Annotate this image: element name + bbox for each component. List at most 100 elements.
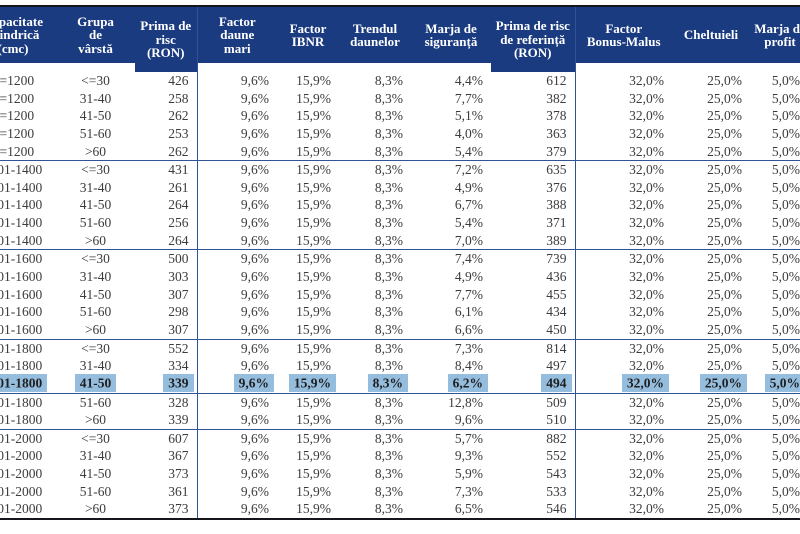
table-cell[interactable]: 32,0% (575, 393, 672, 411)
table-cell[interactable]: 51-60 (56, 303, 135, 321)
table-cell[interactable]: 32,0% (575, 303, 672, 321)
table-cell[interactable]: <=1200 (0, 125, 56, 143)
table-cell[interactable]: 431 (135, 160, 198, 179)
table-row[interactable]: 1201-1400 41-50 264 9,6% 15,9% 8,3% 6,7% 388 32,… (0, 196, 800, 215)
table-cell[interactable]: 426 (135, 72, 198, 90)
table-cell[interactable]: 1601-1800 (0, 338, 56, 358)
table-cell[interactable]: 25,0% (672, 428, 750, 448)
table-cell[interactable]: 334 (135, 357, 198, 375)
table-cell[interactable]: 1601-1800 (0, 411, 56, 429)
table-cell[interactable]: 9,6% (197, 286, 277, 304)
table-cell[interactable]: 5,4% (411, 143, 491, 161)
table-cell[interactable]: 15,9% (277, 286, 339, 304)
table-cell[interactable]: 258 (135, 89, 198, 108)
table-cell[interactable]: 739 (491, 249, 576, 269)
table-cell[interactable]: 31-40 (56, 90, 135, 108)
table-cell[interactable]: 378 (491, 107, 576, 125)
table-cell[interactable]: 1801-2000 (0, 428, 56, 448)
table-cell[interactable]: 32,0% (575, 357, 672, 375)
table-cell[interactable]: 4,0% (411, 125, 491, 143)
table-cell[interactable]: 15,9% (277, 428, 339, 448)
table-cell[interactable]: 25,0% (672, 160, 750, 179)
table-cell[interactable]: 6,1% (411, 303, 491, 321)
table-cell[interactable]: 1201-1400 (0, 232, 56, 250)
table-cell[interactable]: 9,6% (197, 196, 277, 214)
table-cell[interactable]: 533 (491, 482, 576, 501)
table-cell[interactable]: 31-40 (56, 179, 135, 197)
table-cell[interactable]: <=30 (56, 428, 135, 448)
table-cell[interactable]: 5,0% (750, 214, 800, 232)
table-cell[interactable]: 8,3% (339, 303, 411, 321)
table-cell[interactable]: 9,6% (197, 374, 277, 394)
table-cell[interactable]: 303 (135, 268, 198, 286)
table-cell[interactable]: 5,0% (750, 125, 800, 143)
table-row[interactable]: <=1200 <=30 426 9,6% 15,9% 8,3% 4,4% 612 32,0% 25… (0, 72, 800, 90)
table-cell[interactable]: 9,6% (197, 483, 277, 501)
table-cell[interactable]: 388 (491, 196, 576, 215)
table-cell[interactable]: 25,0% (672, 411, 750, 429)
table-cell[interactable]: 15,9% (277, 143, 339, 161)
table-cell[interactable]: 262 (135, 142, 198, 161)
table-row[interactable]: 1801-2000 41-50 373 9,6% 15,9% 8,3% 5,9% 543 32,… (0, 465, 800, 483)
table-cell[interactable]: 298 (135, 303, 198, 321)
table-cell[interactable]: 25,0% (672, 338, 750, 358)
table-cell[interactable]: 32,0% (575, 90, 672, 108)
table-cell[interactable]: 5,4% (411, 214, 491, 232)
table-cell[interactable]: 9,6% (197, 249, 277, 269)
table-cell[interactable]: 5,0% (750, 374, 800, 394)
table-cell[interactable]: 15,9% (277, 125, 339, 143)
table-cell[interactable]: 8,3% (339, 107, 411, 125)
table-cell[interactable]: 434 (491, 303, 576, 321)
table-row[interactable]: 1201-1400 51-60 256 9,6% 15,9% 8,3% 5,4% 371 32,… (0, 214, 800, 232)
table-cell[interactable]: 8,3% (339, 338, 411, 358)
table-cell[interactable]: 15,9% (277, 179, 339, 197)
table-row[interactable]: <=1200 >60 262 9,6% 15,9% 8,3% 5,4% 379 32,0% 25,… (0, 142, 800, 161)
table-cell[interactable]: 32,0% (575, 125, 672, 143)
table-cell[interactable]: 32,0% (575, 500, 672, 519)
table-cell[interactable]: 15,9% (277, 483, 339, 501)
table-cell[interactable]: 15,9% (277, 303, 339, 321)
table-cell[interactable]: >60 (56, 232, 135, 250)
table-cell[interactable]: 8,3% (339, 214, 411, 232)
table-row[interactable]: 1601-1800 >60 339 9,6% 15,9% 8,3% 9,6% 510 32,0%… (0, 411, 800, 430)
table-cell[interactable]: 8,3% (339, 249, 411, 269)
table-cell[interactable]: <=30 (56, 72, 135, 90)
table-cell[interactable]: 5,0% (750, 286, 800, 304)
table-cell[interactable]: 9,6% (197, 268, 277, 286)
table-cell[interactable]: 8,3% (339, 393, 411, 411)
table-cell[interactable]: 436 (491, 268, 576, 286)
table-cell[interactable]: 814 (491, 338, 576, 358)
table-cell[interactable]: 51-60 (56, 483, 135, 501)
table-cell[interactable]: 9,6% (197, 143, 277, 161)
table-cell[interactable]: 5,0% (750, 303, 800, 321)
table-cell[interactable]: 1401-1600 (0, 286, 56, 304)
table-cell[interactable]: 7,0% (411, 232, 491, 250)
table-cell[interactable]: 339 (135, 411, 198, 430)
table-cell[interactable]: 15,9% (277, 321, 339, 339)
table-cell[interactable]: 1801-2000 (0, 500, 56, 519)
table-cell[interactable]: 7,3% (411, 338, 491, 358)
table-cell[interactable]: 8,3% (339, 286, 411, 304)
table-cell[interactable]: 41-50 (56, 196, 135, 214)
table-cell[interactable]: 363 (491, 124, 576, 143)
table-cell[interactable]: <=30 (56, 160, 135, 179)
table-cell[interactable]: 41-50 (56, 286, 135, 304)
table-cell[interactable]: 5,0% (750, 249, 800, 269)
table-cell[interactable]: 7,7% (411, 90, 491, 108)
table-row[interactable]: 1401-1600 51-60 298 9,6% 15,9% 8,3% 6,1% 434 32,… (0, 303, 800, 321)
table-cell[interactable]: 9,6% (197, 303, 277, 321)
table-cell[interactable]: 15,9% (277, 90, 339, 108)
table-cell[interactable]: 4,9% (411, 268, 491, 286)
table-cell[interactable]: 25,0% (672, 483, 750, 501)
table-row[interactable]: 1801-2000 51-60 361 9,6% 15,9% 8,3% 7,3% 533 32,… (0, 482, 800, 501)
table-cell[interactable]: 25,0% (672, 286, 750, 304)
table-cell[interactable]: 339 (135, 374, 198, 394)
table-cell[interactable]: 1801-2000 (0, 465, 56, 483)
table-cell[interactable]: 32,0% (575, 447, 672, 465)
table-cell[interactable]: 307 (135, 320, 198, 340)
table-row[interactable]: <=1200 41-50 262 9,6% 15,9% 8,3% 5,1% 378 32,0% 2… (0, 107, 800, 125)
table-cell[interactable]: >60 (56, 321, 135, 339)
table-row[interactable]: 1801-2000 <=30 607 9,6% 15,9% 8,3% 5,7% 882 32,0… (0, 428, 800, 448)
table-cell[interactable]: 15,9% (277, 232, 339, 250)
table-cell[interactable]: 6,7% (411, 196, 491, 214)
